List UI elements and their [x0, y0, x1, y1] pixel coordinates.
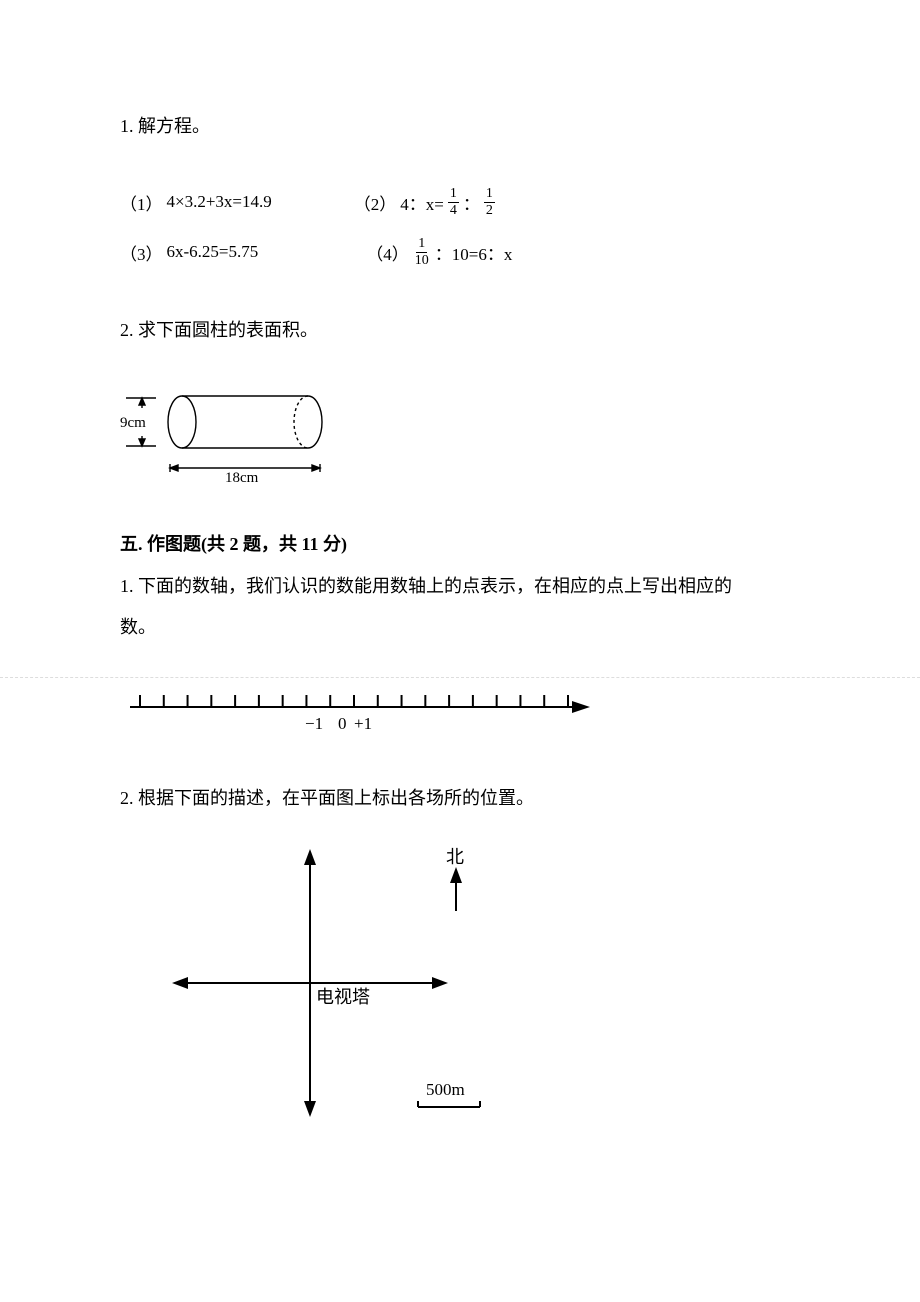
- eq4-f1n: 1: [416, 236, 427, 252]
- eq3-body: 6x-6.25=5.75: [167, 242, 259, 262]
- eq4-frac1: 1 10: [413, 236, 431, 268]
- eq2-label: （2）: [354, 190, 397, 215]
- cylinder-svg: 9cm 18cm: [120, 374, 350, 489]
- nl-pos1: +1: [354, 714, 372, 733]
- eq2-mid: ：: [463, 190, 480, 215]
- section5-title: 五. 作图题(共 2 题，共 11 分): [120, 530, 800, 556]
- compass-center-label: 电视塔: [316, 987, 370, 1007]
- cylinder-figure: 9cm 18cm: [120, 374, 800, 494]
- compass-figure: 北 电视塔 500m: [160, 839, 800, 1144]
- eq2-f2n: 1: [484, 186, 495, 202]
- equation-1: （1） 4×3.2+3x=14.9: [120, 186, 272, 218]
- s5q1-prompt-line1: 1. 下面的数轴，我们认识的数能用数轴上的点表示，在相应的点上写出相应的: [120, 570, 800, 602]
- s5q1-prompt-line2: 数。: [120, 611, 800, 643]
- eq3-label: （3）: [120, 240, 163, 265]
- equation-row-1: （1） 4×3.2+3x=14.9 （2） 4：x= 1 4 ： 1 2: [120, 186, 800, 218]
- page-divider: [0, 677, 920, 678]
- compass-svg: 北 电视塔 500m: [160, 839, 520, 1139]
- q1-prompt: 1. 解方程。: [120, 110, 800, 142]
- equation-3: （3） 6x-6.25=5.75: [120, 236, 258, 268]
- equation-row-2: （3） 6x-6.25=5.75 （4） 1 10 ：10=6：x: [120, 236, 800, 268]
- cylinder-height-label: 9cm: [120, 415, 146, 431]
- equation-2: （2） 4：x= 1 4 ： 1 2: [354, 186, 495, 218]
- eq4-f1d: 10: [413, 253, 431, 268]
- eq4-mid: ：10=6：x: [435, 240, 513, 265]
- eq4-label: （4）: [366, 240, 409, 265]
- eq2-prefix: 4：x=: [400, 190, 444, 215]
- compass-north-label: 北: [446, 847, 464, 867]
- equation-4: （4） 1 10 ：10=6：x: [366, 236, 512, 268]
- eq2-f1d: 4: [448, 203, 459, 218]
- eq1-label: （1）: [120, 190, 163, 215]
- numberline-figure: −1 0 +1: [120, 679, 800, 746]
- eq2-frac2: 1 2: [484, 186, 495, 218]
- compass-scale-label: 500m: [426, 1080, 465, 1099]
- s5q2-prompt: 2. 根据下面的描述，在平面图上标出各场所的位置。: [120, 782, 800, 814]
- nl-neg1: −1: [305, 714, 323, 733]
- nl-zero: 0: [338, 714, 347, 733]
- q2-prompt: 2. 求下面圆柱的表面积。: [120, 314, 800, 346]
- cylinder-length-label: 18cm: [225, 470, 259, 486]
- eq1-body: 4×3.2+3x=14.9: [167, 192, 272, 212]
- eq2-f2d: 2: [484, 203, 495, 218]
- eq2-f1n: 1: [448, 186, 459, 202]
- numberline-svg: −1 0 +1: [120, 679, 600, 741]
- eq2-frac1: 1 4: [448, 186, 459, 218]
